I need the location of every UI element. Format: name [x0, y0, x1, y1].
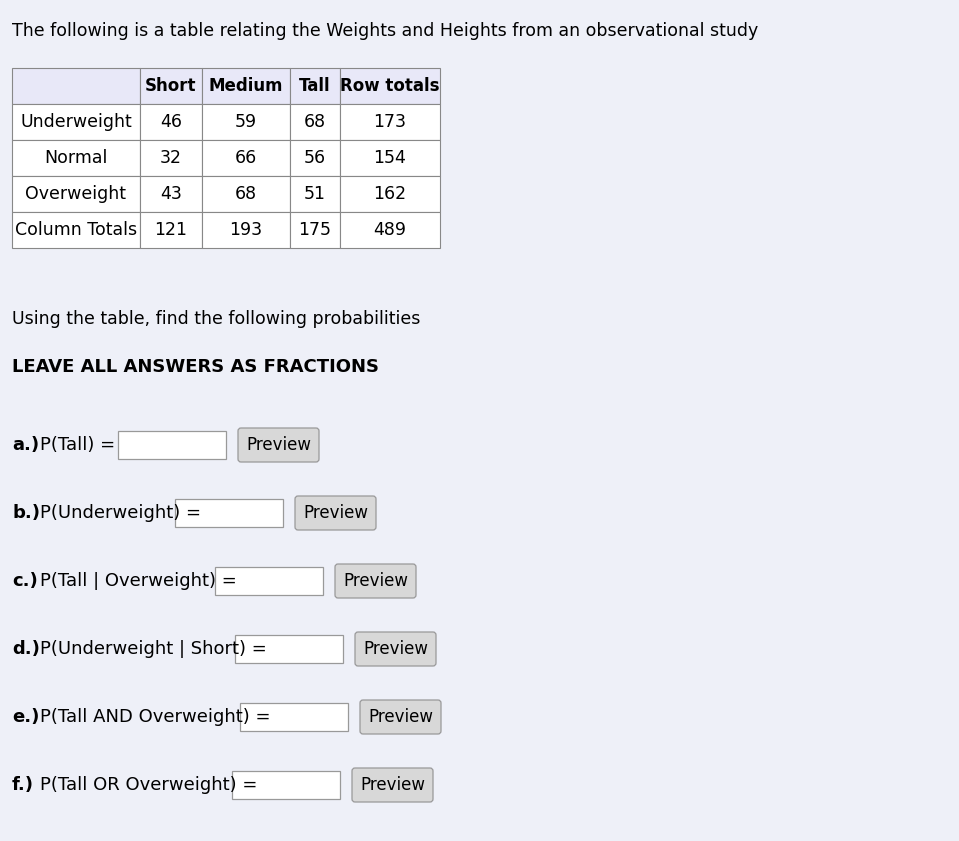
- Text: d.): d.): [12, 640, 40, 658]
- Bar: [215, 567, 323, 595]
- Bar: [340, 104, 440, 140]
- FancyBboxPatch shape: [295, 496, 376, 530]
- FancyBboxPatch shape: [355, 632, 436, 666]
- Text: 121: 121: [154, 221, 188, 239]
- Text: P(Tall | Overweight) =: P(Tall | Overweight) =: [40, 572, 243, 590]
- Text: P(Underweight) =: P(Underweight) =: [40, 504, 207, 522]
- Bar: [202, 68, 290, 104]
- Text: 193: 193: [229, 221, 263, 239]
- Text: Normal: Normal: [44, 149, 107, 167]
- Text: f.): f.): [12, 776, 34, 794]
- Text: 43: 43: [160, 185, 182, 203]
- FancyBboxPatch shape: [335, 564, 416, 598]
- Text: Medium: Medium: [209, 77, 283, 95]
- Text: 162: 162: [373, 185, 407, 203]
- Text: c.): c.): [12, 572, 37, 590]
- Bar: [140, 212, 202, 248]
- Text: 59: 59: [235, 113, 257, 131]
- Bar: [232, 771, 340, 799]
- Bar: [202, 176, 290, 212]
- Bar: [202, 140, 290, 176]
- FancyBboxPatch shape: [360, 700, 441, 734]
- Bar: [290, 176, 340, 212]
- Text: Overweight: Overweight: [26, 185, 127, 203]
- Bar: [290, 68, 340, 104]
- Text: a.): a.): [12, 436, 39, 454]
- Text: 154: 154: [374, 149, 407, 167]
- Text: Using the table, find the following probabilities: Using the table, find the following prob…: [12, 310, 420, 328]
- Bar: [290, 104, 340, 140]
- Bar: [140, 104, 202, 140]
- Text: 66: 66: [235, 149, 257, 167]
- Text: Tall: Tall: [299, 77, 331, 95]
- Bar: [118, 431, 226, 459]
- Bar: [12, 140, 140, 176]
- Bar: [290, 140, 340, 176]
- Text: 175: 175: [298, 221, 332, 239]
- Text: Preview: Preview: [246, 436, 311, 454]
- Bar: [340, 212, 440, 248]
- Bar: [175, 499, 283, 527]
- Text: P(Tall AND Overweight) =: P(Tall AND Overweight) =: [40, 708, 276, 726]
- Text: 51: 51: [304, 185, 326, 203]
- Text: 46: 46: [160, 113, 182, 131]
- Bar: [140, 68, 202, 104]
- Text: b.): b.): [12, 504, 40, 522]
- Bar: [12, 176, 140, 212]
- FancyBboxPatch shape: [238, 428, 319, 462]
- Bar: [340, 176, 440, 212]
- Bar: [12, 104, 140, 140]
- Bar: [140, 140, 202, 176]
- Text: Short: Short: [145, 77, 197, 95]
- Text: 56: 56: [304, 149, 326, 167]
- Bar: [140, 176, 202, 212]
- Bar: [12, 212, 140, 248]
- Text: Preview: Preview: [363, 640, 428, 658]
- Text: Preview: Preview: [343, 572, 408, 590]
- Text: Preview: Preview: [368, 708, 433, 726]
- Text: P(Tall) =: P(Tall) =: [40, 436, 121, 454]
- Text: P(Underweight | Short) =: P(Underweight | Short) =: [40, 640, 272, 658]
- Bar: [290, 212, 340, 248]
- Text: Preview: Preview: [360, 776, 425, 794]
- Bar: [12, 68, 140, 104]
- Bar: [235, 635, 343, 663]
- Bar: [340, 68, 440, 104]
- Bar: [340, 140, 440, 176]
- Text: 68: 68: [235, 185, 257, 203]
- Text: Column Totals: Column Totals: [15, 221, 137, 239]
- FancyBboxPatch shape: [352, 768, 433, 802]
- Text: 68: 68: [304, 113, 326, 131]
- Text: Row totals: Row totals: [340, 77, 440, 95]
- Bar: [202, 212, 290, 248]
- Bar: [240, 703, 348, 731]
- Text: 32: 32: [160, 149, 182, 167]
- Text: P(Tall OR Overweight) =: P(Tall OR Overweight) =: [40, 776, 263, 794]
- Text: The following is a table relating the Weights and Heights from an observational : The following is a table relating the We…: [12, 22, 759, 40]
- Text: LEAVE ALL ANSWERS AS FRACTIONS: LEAVE ALL ANSWERS AS FRACTIONS: [12, 358, 379, 376]
- Text: Underweight: Underweight: [20, 113, 132, 131]
- Bar: [202, 104, 290, 140]
- Text: 489: 489: [373, 221, 407, 239]
- Text: Preview: Preview: [303, 504, 368, 522]
- Text: e.): e.): [12, 708, 39, 726]
- Text: 173: 173: [373, 113, 407, 131]
